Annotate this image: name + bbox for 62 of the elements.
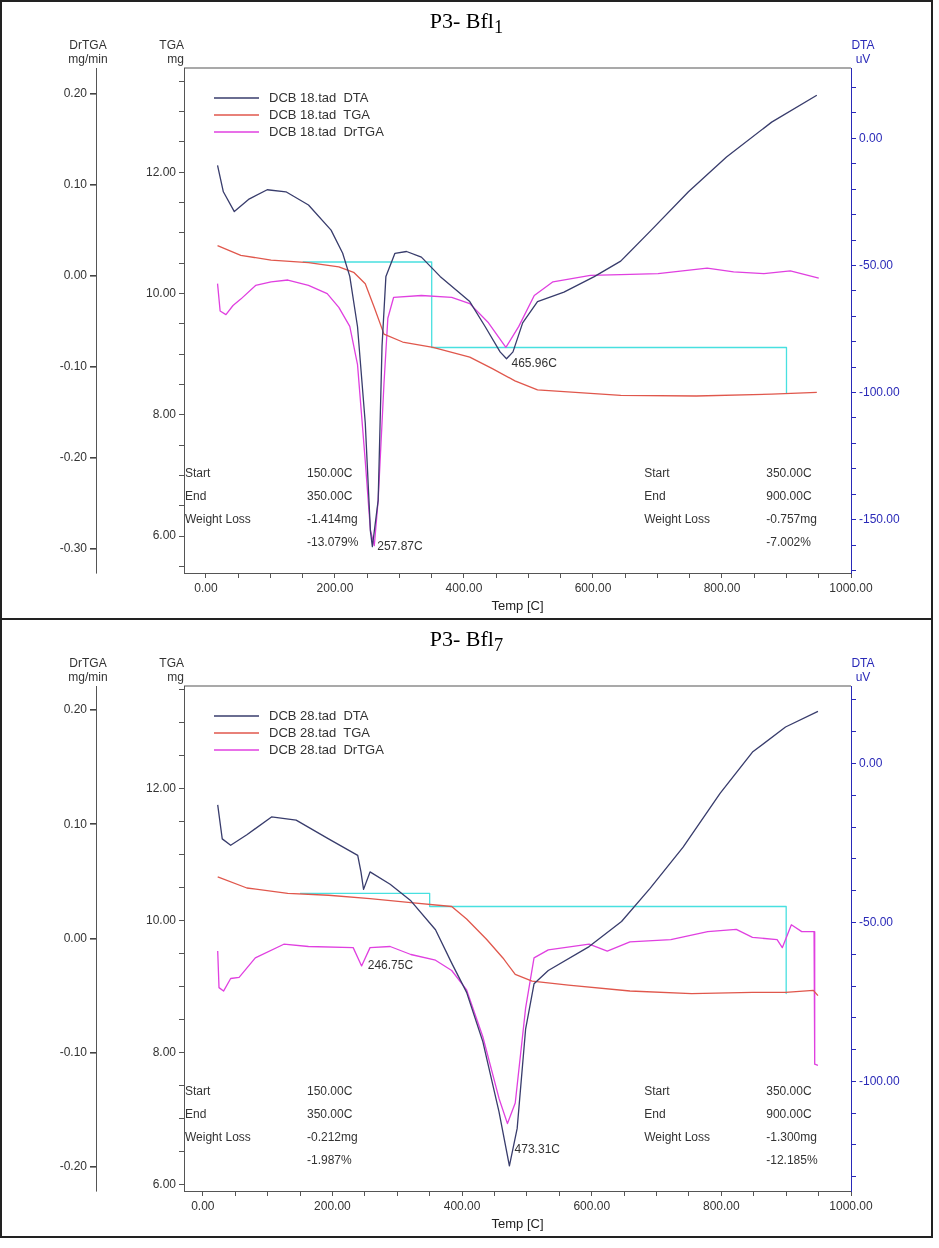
y2-tick-label: 0.00 <box>859 130 883 145</box>
legend-label: DCB 18.tad TGA <box>269 106 371 122</box>
text: Start 150.00C End 350.00C Weight Loss -1.414mg -13.079% <box>185 466 359 550</box>
y3-tick-label: 0.20 <box>63 85 88 100</box>
x-tick-label: 0.00 <box>191 1198 215 1213</box>
x-tick-label: 0.00 <box>194 580 218 595</box>
y-tick-label: 12.00 <box>145 780 177 795</box>
y2-tick-label: -50.00 <box>859 914 894 929</box>
y-tick-label: 8.00 <box>152 1044 177 1059</box>
legend-label: DCB 28.tad DTA <box>269 707 369 723</box>
y-tick-label: 12.00 <box>145 164 177 179</box>
y3-tick-label: 0.00 <box>63 267 88 282</box>
y2-axis-title: DTA uV <box>851 38 875 67</box>
y3-tick-label: -0.20 <box>59 1159 88 1174</box>
x-tick-label: 400.00 <box>445 580 483 595</box>
y-tick-label: 10.00 <box>145 912 177 927</box>
y3-tick-label: 0.20 <box>63 702 88 717</box>
y2-tick-label: 0.00 <box>859 755 883 770</box>
x-tick-label: 200.00 <box>316 580 354 595</box>
y3-tick-label: -0.20 <box>59 449 88 464</box>
y3-tick-label: -0.30 <box>59 540 88 555</box>
text: Start 350.00C End 900.00C Weight Loss -0.757mg -7.002% <box>644 466 817 550</box>
x-tick-label: 400.00 <box>443 1198 481 1213</box>
annotation: 257.87C <box>377 538 423 553</box>
y-axis-title: TGA mg <box>159 656 184 685</box>
y3-axis-title: DrTGA mg/min <box>68 38 108 67</box>
y-tick-label: 6.00 <box>152 1176 177 1191</box>
y2-axis-title: DTA uV <box>851 656 875 685</box>
legend-label: DCB 28.tad DrTGA <box>269 741 385 757</box>
legend-label: DCB 28.tad TGA <box>269 724 371 740</box>
legend-label: DCB 18.tad DrTGA <box>269 123 385 139</box>
annotation: 473.31C <box>514 1142 561 1157</box>
x-tick-label: 200.00 <box>314 1198 352 1213</box>
y2-tick-label: -150.00 <box>859 511 901 526</box>
y3-tick-label: 0.00 <box>63 930 88 945</box>
y3-tick-label: -0.10 <box>59 1045 88 1060</box>
y2-tick-label: -100.00 <box>859 1073 901 1088</box>
chart-title: P3- Bfl$_{7}$ <box>428 625 505 656</box>
chart-title: P3- Bfl$_{1}$ <box>428 7 505 38</box>
x-tick-label: 1000.00 <box>829 580 874 595</box>
legend-label: DCB 18.tad DTA <box>269 89 369 105</box>
x-axis-title: Temp [C] <box>491 597 544 613</box>
x-tick-label: 800.00 <box>703 1198 741 1213</box>
y2-tick-label: -100.00 <box>859 384 901 399</box>
y3-tick-label: 0.10 <box>63 816 88 831</box>
y3-tick-label: -0.10 <box>59 358 88 373</box>
x-tick-label: 600.00 <box>574 580 612 595</box>
text: Start 150.00C End 350.00C Weight Loss -0.212mg -1.987% <box>185 1084 358 1168</box>
annotation: 246.75C <box>367 958 414 973</box>
y-tick-label: 10.00 <box>145 285 177 300</box>
text: Start 350.00C End 900.00C Weight Loss -1.300mg -12.185% <box>644 1084 818 1168</box>
x-axis-title: Temp [C] <box>491 1215 544 1231</box>
x-tick-label: 600.00 <box>573 1198 611 1213</box>
annotation: 465.96C <box>511 355 558 370</box>
y3-axis-title: DrTGA mg/min <box>68 656 108 685</box>
y3-tick-label: 0.10 <box>63 176 88 191</box>
y-tick-label: 6.00 <box>152 528 177 543</box>
y-axis-title: TGA mg <box>159 38 184 67</box>
y-tick-label: 8.00 <box>152 407 177 422</box>
x-tick-label: 1000.00 <box>829 1198 874 1213</box>
y2-tick-label: -50.00 <box>859 257 894 272</box>
x-tick-label: 800.00 <box>703 580 741 595</box>
